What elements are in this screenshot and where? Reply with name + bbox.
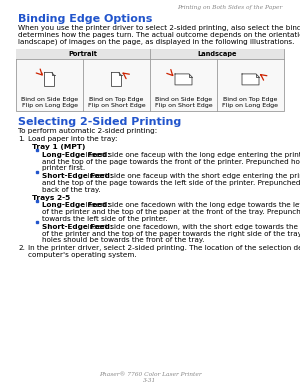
Polygon shape bbox=[112, 73, 122, 87]
Text: Load paper into the tray:: Load paper into the tray: bbox=[28, 136, 118, 142]
Text: Flip on Long Edge: Flip on Long Edge bbox=[22, 103, 77, 108]
Text: Insert side one facedown, with the short edge towards the left side: Insert side one facedown, with the short… bbox=[85, 224, 300, 230]
Text: Portrait: Portrait bbox=[69, 51, 98, 57]
Text: determines how the pages turn. The actual outcome depends on the orientation (po: determines how the pages turn. The actua… bbox=[18, 32, 300, 38]
Text: 2.: 2. bbox=[18, 245, 25, 251]
Text: and the top of the page towards the left side of the printer. Prepunched holes a: and the top of the page towards the left… bbox=[42, 180, 300, 186]
Text: Trays 2-5: Trays 2-5 bbox=[32, 195, 70, 201]
Text: Selecting 2-Sided Printing: Selecting 2-Sided Printing bbox=[18, 118, 181, 127]
Text: Flip on Long Edge: Flip on Long Edge bbox=[223, 103, 278, 108]
Bar bbox=[36, 221, 38, 223]
Text: Landscape: Landscape bbox=[197, 51, 237, 57]
Text: 1.: 1. bbox=[18, 136, 25, 142]
Text: Insert side one faceup with the long edge entering the printer first: Insert side one faceup with the long edg… bbox=[82, 152, 300, 158]
Bar bbox=[36, 171, 38, 173]
Bar bbox=[16, 49, 284, 59]
Text: Tray 1 (MPT): Tray 1 (MPT) bbox=[32, 144, 86, 150]
Polygon shape bbox=[175, 74, 192, 85]
Text: 3-31: 3-31 bbox=[143, 378, 157, 383]
Text: Insert side one facedown with the long edge towards the left side: Insert side one facedown with the long e… bbox=[82, 203, 300, 208]
Text: Printing on Both Sides of the Paper: Printing on Both Sides of the Paper bbox=[177, 5, 282, 10]
Text: In the printer driver, select 2-sided printing. The location of the selection de: In the printer driver, select 2-sided pr… bbox=[28, 245, 300, 251]
Text: Bind on Side Edge: Bind on Side Edge bbox=[155, 97, 212, 102]
Text: towards the left side of the printer.: towards the left side of the printer. bbox=[42, 216, 168, 222]
Text: Short-Edge Feed:: Short-Edge Feed: bbox=[42, 173, 113, 179]
Text: back of the tray.: back of the tray. bbox=[42, 187, 100, 193]
Text: To perform automatic 2-sided printing:: To perform automatic 2-sided printing: bbox=[18, 128, 157, 134]
Polygon shape bbox=[44, 73, 55, 87]
Text: Long-Edge Feed:: Long-Edge Feed: bbox=[42, 152, 110, 158]
Text: printer first.: printer first. bbox=[42, 165, 85, 171]
Text: Bind on Side Edge: Bind on Side Edge bbox=[21, 97, 78, 102]
Text: Bind on Top Edge: Bind on Top Edge bbox=[223, 97, 278, 102]
Text: Insert side one faceup with the short edge entering the printer first: Insert side one faceup with the short ed… bbox=[85, 173, 300, 179]
Bar bbox=[16, 49, 284, 111]
Bar bbox=[36, 200, 38, 202]
Text: and the top of the page towards the front of the printer. Prepunched holes enter: and the top of the page towards the fron… bbox=[42, 159, 300, 165]
Text: holes should be towards the front of the tray.: holes should be towards the front of the… bbox=[42, 237, 204, 243]
Text: Bind on Top Edge: Bind on Top Edge bbox=[89, 97, 144, 102]
Text: of the printer and the top of the paper at the front of the tray. Prepunched hol: of the printer and the top of the paper … bbox=[42, 209, 300, 215]
Polygon shape bbox=[242, 74, 259, 85]
Text: Flip on Short Edge: Flip on Short Edge bbox=[88, 103, 145, 108]
Bar bbox=[36, 149, 38, 151]
Text: of the printer and the top of the paper towards the right side of the tray. Prep: of the printer and the top of the paper … bbox=[42, 230, 300, 237]
Text: computer's operating system.: computer's operating system. bbox=[28, 252, 136, 258]
Text: When you use the printer driver to select 2-sided printing, also select the bind: When you use the printer driver to selec… bbox=[18, 25, 300, 31]
Text: Phaser® 7760 Color Laser Printer: Phaser® 7760 Color Laser Printer bbox=[99, 372, 201, 377]
Text: Binding Edge Options: Binding Edge Options bbox=[18, 14, 152, 24]
Text: Flip on Short Edge: Flip on Short Edge bbox=[155, 103, 212, 108]
Text: Long-Edge Feed:: Long-Edge Feed: bbox=[42, 203, 110, 208]
Text: landscape) of images on the page, as displayed in the following illustrations.: landscape) of images on the page, as dis… bbox=[18, 38, 294, 45]
Text: Short-Edge Feed:: Short-Edge Feed: bbox=[42, 224, 113, 230]
